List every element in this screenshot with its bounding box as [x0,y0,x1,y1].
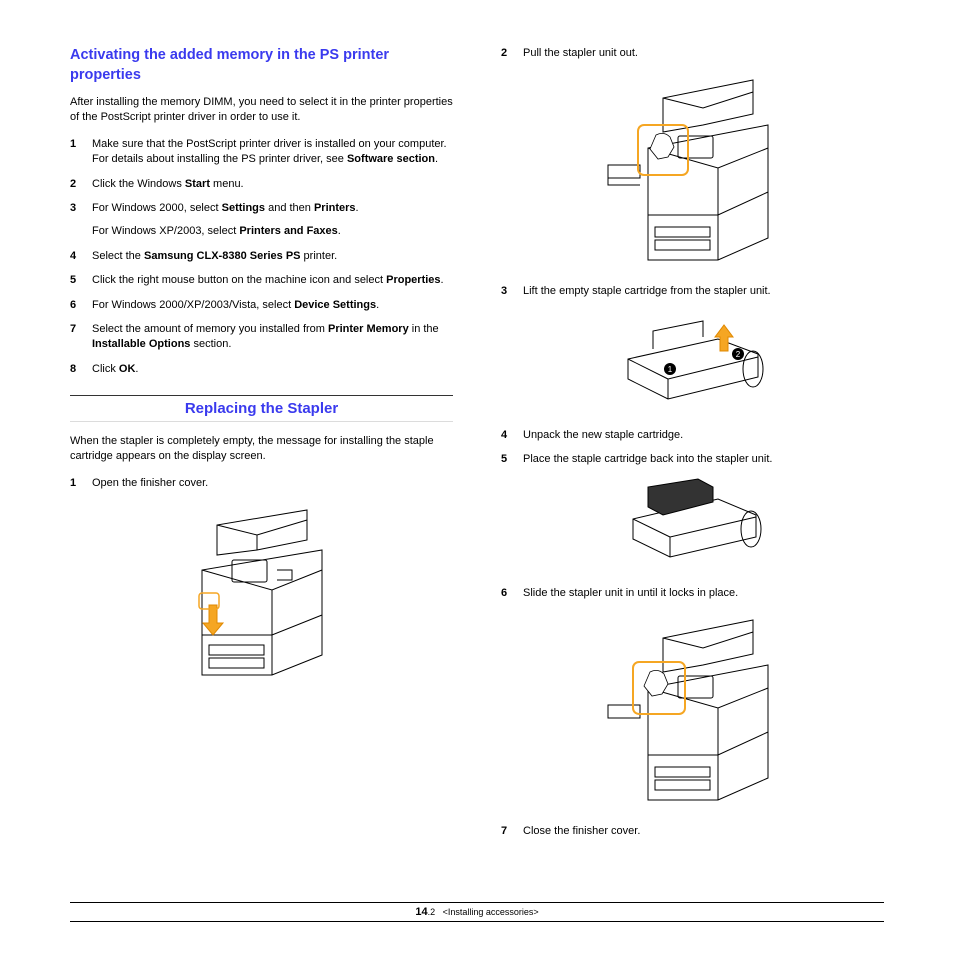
stapler-intro: When the stapler is completely empty, th… [70,434,453,464]
step-text: Place the staple cartridge back into the… [523,452,884,467]
step-text: Click OK. [92,362,453,377]
list-item: 3 Lift the empty staple cartridge from t… [501,284,884,299]
svg-text:1: 1 [667,365,672,374]
step-text: Unpack the new staple cartridge. [523,428,884,443]
step-number: 4 [501,428,523,443]
illustration-place-cartridge [501,477,884,572]
step-number: 7 [70,322,92,353]
list-item: 2 Pull the stapler unit out. [501,46,884,61]
list-item: 8 Click OK. [70,362,453,377]
illustration-lift-cartridge: 1 2 [501,309,884,414]
list-item: 5 Place the staple cartridge back into t… [501,452,884,467]
step-number: 8 [70,362,92,377]
intro-paragraph: After installing the memory DIMM, you ne… [70,95,453,125]
list-item: 6 For Windows 2000/XP/2003/Vista, select… [70,298,453,313]
step-number: 6 [501,586,523,601]
step-text: Open the finisher cover. [92,476,453,491]
step-number: 2 [70,177,92,192]
stapler-cartridge-lift-icon: 1 2 [608,309,778,414]
step-number: 5 [70,273,92,288]
list-item: 7 Close the finisher cover. [501,824,884,839]
step-number: 2 [501,46,523,61]
step-text: Make sure that the PostScript printer dr… [92,137,453,168]
chapter-number: 14 [415,906,427,918]
step-text: For Windows 2000/XP/2003/Vista, select D… [92,298,453,313]
list-item: 1 Make sure that the PostScript printer … [70,137,453,168]
step-text: Pull the stapler unit out. [523,46,884,61]
heading-ps-memory: Activating the added memory in the PS pr… [70,46,453,85]
list-item: 7 Select the amount of memory you instal… [70,322,453,353]
list-item: 3 For Windows 2000, select Settings and … [70,201,453,240]
step-text: Slide the stapler unit in until it locks… [523,586,884,601]
list-item: 4 Select the Samsung CLX-8380 Series PS … [70,249,453,264]
step-text: Click the right mouse button on the mach… [92,273,453,288]
step-number: 7 [501,824,523,839]
list-item: 4 Unpack the new staple cartridge. [501,428,884,443]
step-number: 4 [70,249,92,264]
illustration-slide-stapler [501,610,884,810]
page-footer: 14.2 <Installing accessories> [70,902,884,922]
step-number: 6 [70,298,92,313]
illustration-pull-stapler [501,70,884,270]
step-text: Close the finisher cover. [523,824,884,839]
step-number: 1 [70,476,92,491]
step-text: Select the Samsung CLX-8380 Series PS pr… [92,249,453,264]
page-number: .2 [428,907,436,917]
illustration-open-cover [70,500,453,685]
step-subtext: For Windows XP/2003, select Printers and… [92,224,453,239]
manual-page: Activating the added memory in the PS pr… [0,0,954,848]
left-column: Activating the added memory in the PS pr… [70,46,453,848]
ps-steps-list: 1 Make sure that the PostScript printer … [70,137,453,377]
printer-slide-stapler-icon [578,610,808,810]
step-number: 5 [501,452,523,467]
step-number: 3 [501,284,523,299]
list-item: 2 Click the Windows Start menu. [70,177,453,192]
list-item: 1 Open the finisher cover. [70,476,453,491]
step-text: Select the amount of memory you installe… [92,322,453,353]
step-text: Click the Windows Start menu. [92,177,453,192]
footer-title: <Installing accessories> [443,907,539,917]
step-number: 3 [70,201,92,240]
printer-pull-stapler-icon [578,70,808,270]
list-item: 5 Click the right mouse button on the ma… [70,273,453,288]
step-number: 1 [70,137,92,168]
stapler-cartridge-place-icon [608,477,778,572]
printer-illustration-icon [157,500,367,685]
step-text: Lift the empty staple cartridge from the… [523,284,884,299]
right-column: 2 Pull the stapler unit out. [501,46,884,848]
heading-stapler: Replacing the Stapler [70,395,453,422]
svg-text:2: 2 [735,350,740,359]
list-item: 6 Slide the stapler unit in until it loc… [501,586,884,601]
step-text: For Windows 2000, select Settings and th… [92,201,453,240]
